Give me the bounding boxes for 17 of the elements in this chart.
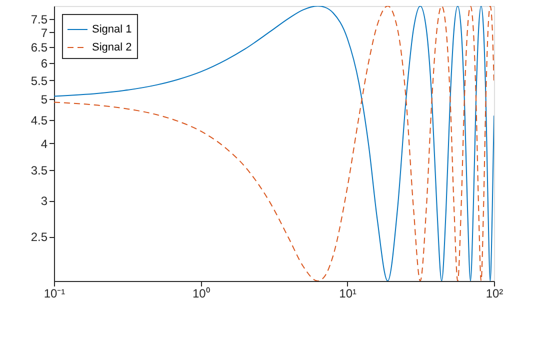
y-tick-label: 6.5 xyxy=(30,40,48,55)
y-tick-label: 4 xyxy=(40,137,48,151)
legend-label: Signal 2 xyxy=(92,42,132,54)
x-tick-label: 10⁻¹ xyxy=(44,286,66,300)
y-tick-label: 7.5 xyxy=(30,12,48,26)
x-tick-label: 10⁰ xyxy=(192,286,210,300)
y-tick-label: 7 xyxy=(40,26,48,40)
y-tick-label: 3.5 xyxy=(30,163,48,178)
x-tick-label: 10¹ xyxy=(339,286,357,300)
y-tick-label: 5 xyxy=(40,92,48,107)
y-tick-label: 2.5 xyxy=(30,230,48,244)
y-tick-label: 6 xyxy=(40,56,48,71)
x-tick-label: 10² xyxy=(486,286,504,300)
y-tick-label: 3 xyxy=(40,194,48,208)
legend-label: Signal 1 xyxy=(92,24,132,36)
y-tick-label: 4.5 xyxy=(30,114,48,128)
y-tick-label: 5.5 xyxy=(30,74,48,88)
